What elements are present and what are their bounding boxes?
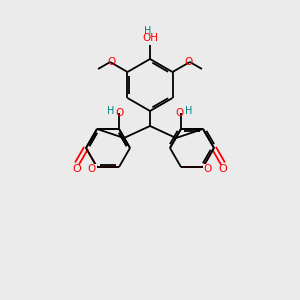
Text: O: O: [204, 164, 212, 174]
Text: H: H: [144, 26, 152, 35]
Text: OH: OH: [142, 33, 158, 43]
Text: H: H: [185, 106, 193, 116]
Text: O: O: [107, 57, 115, 67]
Text: O: O: [185, 57, 193, 67]
Text: O: O: [116, 108, 124, 118]
Text: O: O: [88, 164, 96, 174]
Text: O: O: [176, 108, 184, 118]
Text: H: H: [107, 106, 115, 116]
Text: O: O: [219, 164, 227, 174]
Text: O: O: [73, 164, 81, 174]
